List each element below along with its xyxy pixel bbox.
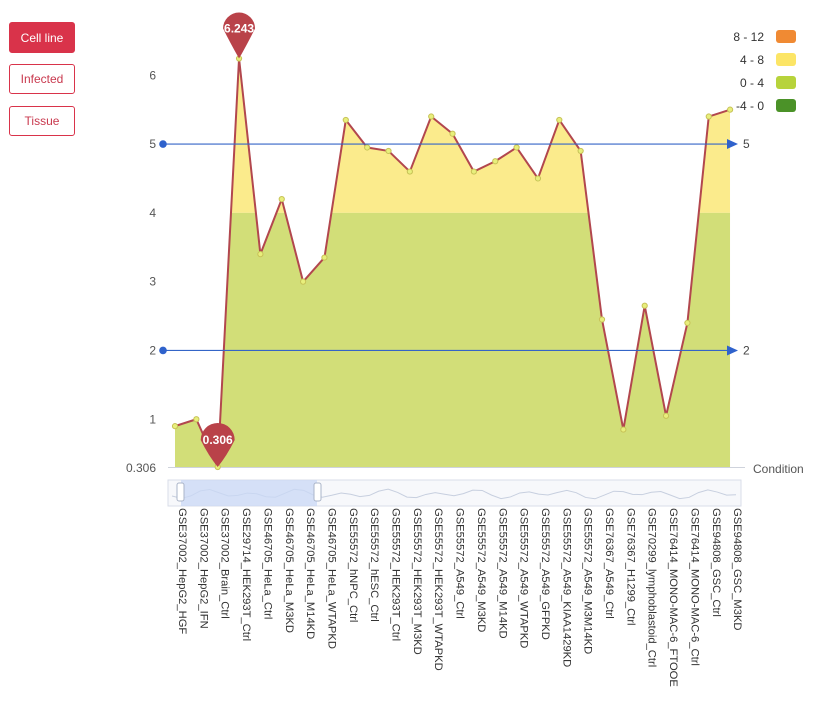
data-point[interactable]: [727, 106, 734, 113]
datazoom-left-handle[interactable]: [176, 482, 185, 502]
y-tick-label: 6: [149, 68, 156, 82]
tissue-button[interactable]: Tissue: [9, 106, 75, 136]
x-tick-label: GSE37002_HepG2_IFN: [197, 508, 209, 629]
x-tick-label: GSE76414_MONO-MAC-6_Ctrl: [688, 508, 700, 666]
legend-item[interactable]: -4 - 0: [700, 99, 800, 113]
data-point[interactable]: [577, 147, 584, 155]
y-min-label: 0.306: [126, 461, 156, 475]
x-tick-label: GSE70299_lymphoblastoid_Ctrl: [646, 508, 658, 667]
data-point[interactable]: [534, 175, 542, 182]
x-tick-label: GSE46705_HeLa_M3KD: [283, 508, 295, 633]
legend-swatch: [776, 53, 796, 66]
y-tick-label: 2: [149, 343, 156, 357]
x-tick-label: GSE55572_A549_M3KD: [475, 508, 487, 632]
x-tick-label: GSE37002_HepG2_HGF: [176, 508, 188, 634]
x-tick-label: GSE55572_hESC_Ctrl: [368, 508, 380, 622]
data-point[interactable]: [470, 168, 477, 175]
y-tick-label: 5: [149, 137, 156, 151]
x-tick-label: GSE76414_MONO-MAC-6_FTOOE: [667, 508, 679, 687]
reference-line-label: 2: [743, 343, 750, 357]
datazoom-selected-window[interactable]: [181, 480, 317, 506]
datazoom-right-handle[interactable]: [313, 482, 322, 502]
legend-swatch: [776, 30, 796, 43]
infected-button[interactable]: Infected: [9, 64, 75, 94]
x-tick-label: GSE76367_H1299_Ctrl: [624, 508, 636, 626]
data-point[interactable]: [321, 254, 328, 261]
data-point[interactable]: [705, 113, 712, 120]
legend-swatch: [776, 76, 796, 89]
x-axis-label: Condition: [753, 462, 804, 476]
y-tick-label: 3: [149, 275, 156, 289]
x-tick-label: GSE76367_A549_Ctrl: [603, 508, 615, 619]
legend-item-label: -4 - 0: [735, 99, 764, 113]
x-tick-label: GSE55572_HEK293T_M3KD: [411, 508, 423, 655]
data-point[interactable]: [449, 130, 456, 137]
x-tick-label: GSE94808_GSC_Ctrl: [710, 508, 722, 617]
x-tick-label: GSE94808_GSC_M3KD: [731, 508, 743, 631]
legend-swatch: [776, 99, 796, 112]
legend-item-label: 0 - 4: [739, 76, 764, 90]
legend-item[interactable]: 4 - 8: [700, 53, 800, 67]
legend-item[interactable]: 0 - 4: [700, 76, 800, 90]
data-point[interactable]: [513, 144, 520, 151]
area-band-4-8: [175, 58, 731, 213]
data-point[interactable]: [278, 195, 285, 203]
data-point[interactable]: [641, 302, 648, 309]
data-point[interactable]: [300, 278, 307, 285]
reference-line-start-dot: [159, 346, 167, 355]
y-tick-label: 4: [149, 206, 156, 220]
x-tick-label: GSE55572_A549_M3M14KD: [582, 508, 594, 654]
data-point[interactable]: [257, 251, 264, 258]
x-tick-label: GSE55572_A549_WTAPKD: [518, 508, 530, 648]
data-point[interactable]: [171, 423, 179, 430]
data-point[interactable]: [598, 316, 606, 323]
reference-line-arrow: [727, 139, 738, 150]
cell-line-button[interactable]: Cell line: [9, 22, 75, 53]
data-point[interactable]: [193, 416, 200, 423]
area-band-0-4: [175, 212, 731, 467]
x-tick-label: GSE46705_HeLa_Ctrl: [261, 508, 273, 619]
x-tick-label: GSE55572_hNPC_Ctrl: [347, 508, 359, 622]
data-point[interactable]: [385, 147, 392, 155]
x-tick-label: GSE46705_HeLa_M14KD: [304, 508, 316, 639]
data-point[interactable]: [684, 319, 691, 327]
data-point[interactable]: [662, 412, 670, 419]
x-tick-label: GSE55572_A549_Ctrl: [454, 508, 466, 619]
legend-item-label: 8 - 12: [733, 30, 764, 44]
y-tick-label: 1: [149, 412, 156, 426]
data-point[interactable]: [620, 426, 627, 433]
min-marker-label: 0.306: [203, 433, 233, 447]
x-tick-label: GSE55572_HEK293T_WTAPKD: [432, 508, 444, 671]
min-marker-pin[interactable]: [200, 423, 235, 467]
data-point[interactable]: [342, 116, 349, 124]
max-marker-pin[interactable]: [223, 12, 256, 59]
legend-item[interactable]: 8 - 12: [700, 30, 800, 44]
x-tick-label: GSE55572_A549_M14KD: [496, 508, 508, 639]
data-point[interactable]: [428, 113, 435, 120]
reference-line-label: 5: [743, 137, 750, 151]
x-tick-label: GSE37002_Brain_Ctrl: [219, 508, 231, 619]
x-tick-label: GSE46705_HeLa_WTAPKD: [325, 508, 337, 649]
data-point[interactable]: [364, 144, 371, 151]
data-point[interactable]: [556, 116, 563, 124]
x-tick-label: GSE55572_A549_KIAA1429KD: [560, 508, 572, 667]
x-tick-label: GSE55572_A549_GFPKD: [539, 508, 551, 640]
reference-line-start-dot: [159, 140, 167, 148]
x-tick-label: GSE29714_HEK293T_Ctrl: [240, 508, 252, 641]
max-marker-label: 6.243: [224, 22, 254, 36]
data-point[interactable]: [492, 158, 499, 165]
legend-item-label: 4 - 8: [739, 53, 764, 67]
data-point[interactable]: [406, 168, 413, 175]
x-tick-label: GSE55572_HEK293T_Ctrl: [390, 508, 402, 641]
reference-line-arrow: [727, 345, 738, 356]
